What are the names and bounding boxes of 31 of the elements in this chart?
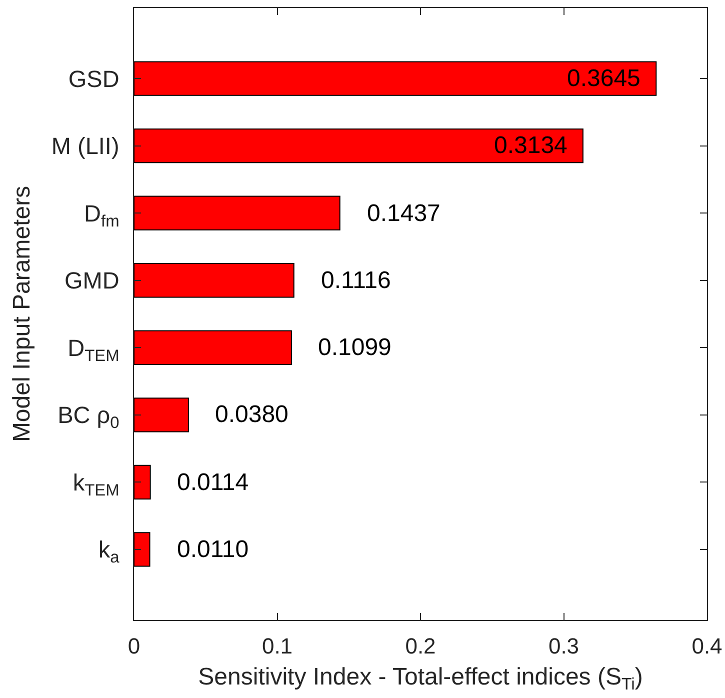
y-tick-label: D$_{TEM}$ <box>68 334 120 365</box>
y-tick-label: M (LII) <box>51 133 120 160</box>
bar <box>134 464 151 500</box>
x-tick-label: 0 <box>128 633 140 658</box>
bar <box>134 330 292 365</box>
bar <box>134 61 657 96</box>
x-tick-label: 0.1 <box>262 633 293 658</box>
data-label: 0.0114 <box>177 469 249 496</box>
y-tick-label: k$_{a}$ <box>98 536 120 567</box>
y-tick-label: GMD <box>64 268 120 294</box>
y-tick-label: k$_{TEM}$ <box>72 469 120 500</box>
data-label: 0.3645 <box>567 65 640 92</box>
bar <box>134 398 189 432</box>
bar <box>134 532 150 567</box>
y-tick-label: BC ρ$_{0}$ <box>58 402 120 432</box>
x-axis-title: Sensitivity Index - Total-effect indices (S$_{Ti}$) <box>198 664 643 694</box>
data-label: 0.0380 <box>215 401 288 428</box>
data-label: 0.0110 <box>177 536 249 563</box>
data-label: 0.1116 <box>321 267 391 294</box>
x-tick-label: 0.2 <box>405 633 436 658</box>
bar <box>134 263 294 298</box>
data-label: 0.1099 <box>318 334 392 361</box>
bar <box>134 128 584 164</box>
y-tick-label: GSD <box>68 66 120 92</box>
bar <box>134 196 340 230</box>
data-label: 0.1437 <box>367 200 440 227</box>
y-axis-title: Model Input Parameters <box>8 186 36 442</box>
data-label: 0.3134 <box>494 132 568 159</box>
x-tick-label: 0.3 <box>548 633 580 658</box>
x-tick-label: 0.4 <box>692 633 722 658</box>
y-tick-label: D$_{fm}$ <box>84 200 120 230</box>
